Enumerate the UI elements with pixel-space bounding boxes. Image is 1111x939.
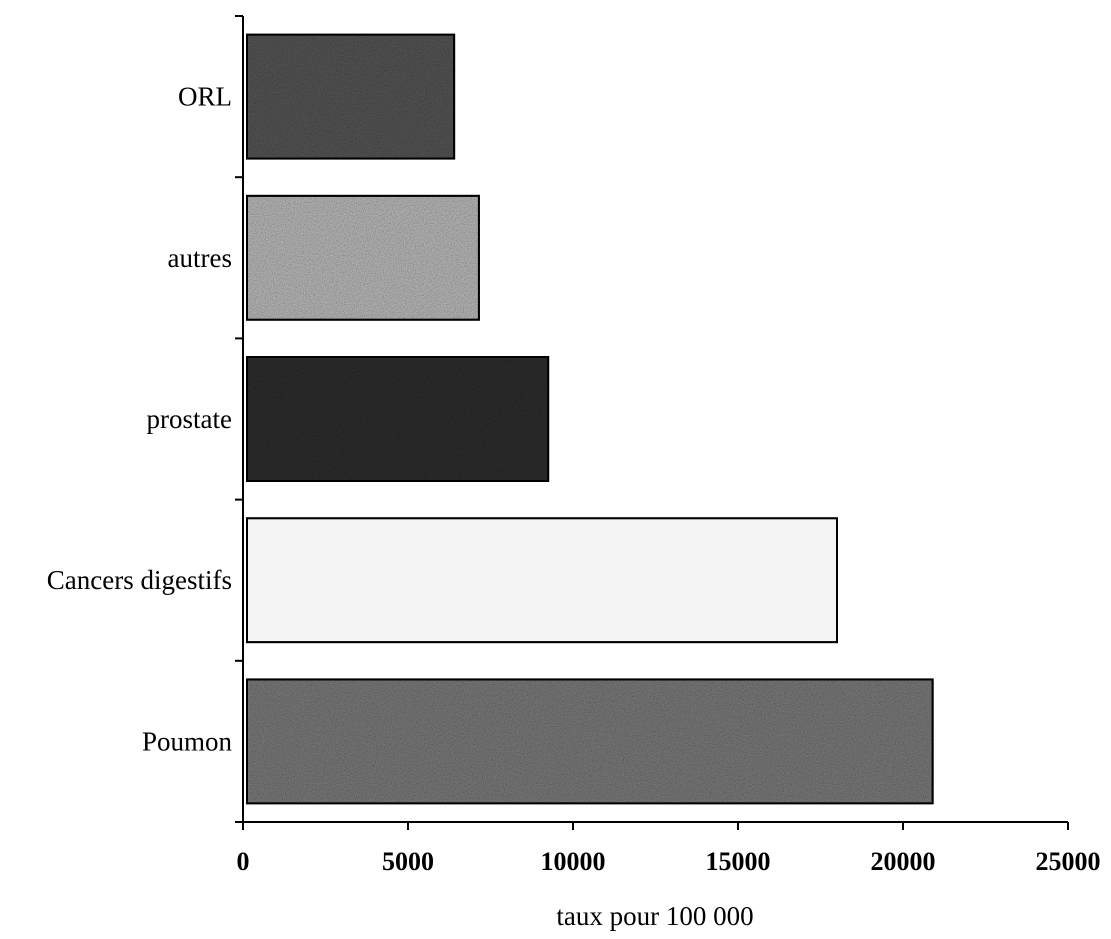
category-label-autres: autres [168, 243, 232, 273]
category-label-cancers-digestifs: Cancers digestifs [47, 565, 232, 595]
category-label-prostate: prostate [147, 404, 232, 434]
bar-autres [246, 194, 480, 321]
bar-prostate [246, 356, 550, 482]
x-tick-label-15000: 15000 [706, 847, 771, 876]
bar-cancers-digestifs [246, 517, 838, 644]
x-tick-label-10000: 10000 [541, 847, 606, 876]
bar-outline-orl [246, 33, 456, 160]
bar-outline-cancers-digestifs [246, 517, 838, 644]
x-tick-label-0: 0 [237, 847, 250, 876]
category-label-orl: ORL [178, 82, 232, 112]
category-label-poumon: Poumon [142, 726, 233, 756]
bar-orl [246, 33, 456, 160]
x-tick-label-25000: 25000 [1036, 847, 1101, 876]
bars-layer [246, 33, 934, 805]
x-axis-title: taux pour 100 000 [556, 901, 753, 931]
labels-layer: Poumon Cancers digestifs prostate autres ORL… [47, 82, 1101, 876]
x-tick-label-5000: 5000 [382, 847, 434, 876]
bar-outline-poumon [246, 678, 934, 805]
x-tick-label-20000: 20000 [871, 847, 936, 876]
bar-outline-prostate [246, 356, 550, 482]
bar-outline-autres [246, 194, 480, 321]
axes-layer [235, 15, 1069, 830]
bar-poumon [246, 678, 934, 805]
